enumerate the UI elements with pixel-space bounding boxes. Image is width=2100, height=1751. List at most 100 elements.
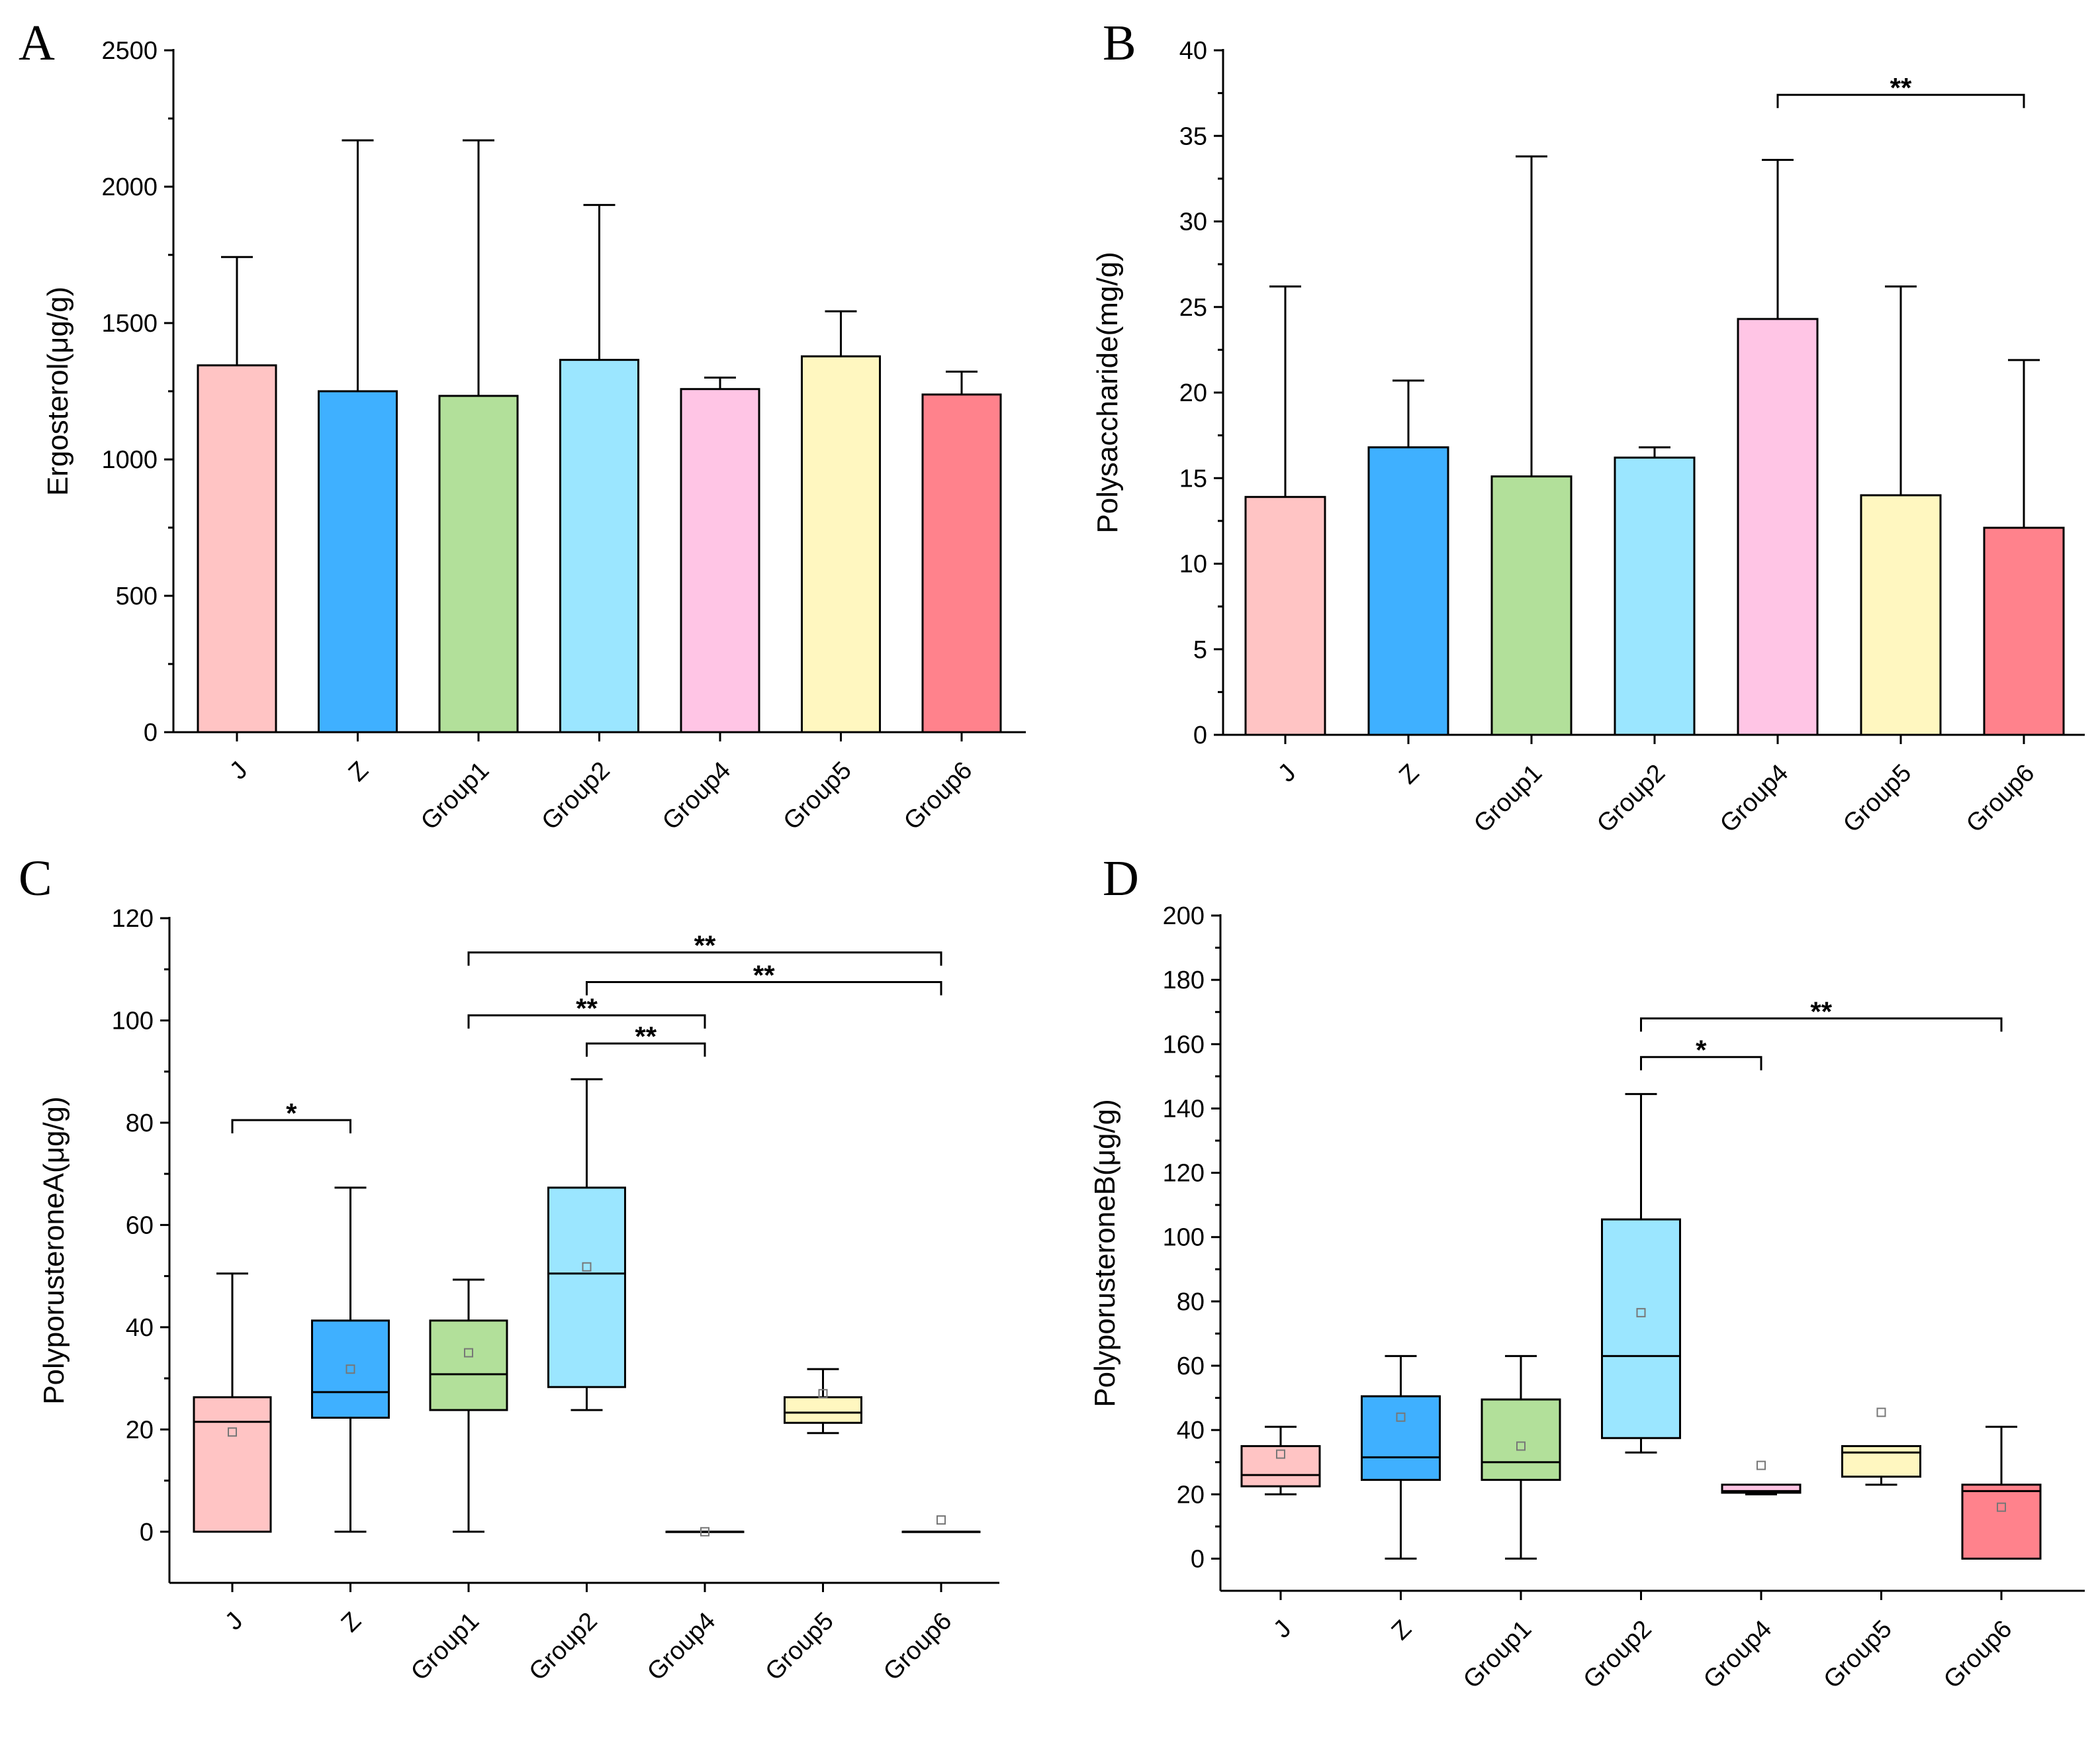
mean-marker	[1997, 1502, 2006, 1512]
x-tick-label: Group5	[1819, 1615, 1897, 1694]
y-tick-label: 2000	[101, 173, 158, 201]
x-tick-label: Group1	[1458, 1615, 1537, 1694]
box	[1481, 1398, 1561, 1481]
bar	[680, 388, 760, 734]
bar	[1983, 526, 2065, 736]
y-tick-label: 500	[116, 583, 158, 610]
bar	[438, 395, 519, 734]
significance-bracket	[467, 951, 942, 966]
box	[1240, 1444, 1321, 1488]
y-tick-label: 40	[1177, 1417, 1205, 1444]
y-tick-label: 120	[112, 905, 154, 933]
significance-bracket	[586, 1042, 706, 1057]
y-tick-label: 5	[1193, 636, 1207, 664]
significance-label: **	[635, 1021, 657, 1052]
panel-letter: B	[1103, 15, 1136, 71]
x-tick-label: Group4	[657, 757, 736, 835]
x-tick-label: Group5	[760, 1607, 839, 1686]
x-tick-label: Group2	[1592, 759, 1670, 838]
panel-d: D 0 20 40 60 80 100 120 140 160 180 200 Polyporuster…	[1089, 851, 2085, 1694]
mean-marker	[818, 1389, 828, 1399]
x-tick-label: Z	[343, 757, 374, 787]
x-tick-label: Group6	[1961, 759, 2040, 838]
y-tick-label: 80	[126, 1110, 154, 1137]
mean-marker	[1757, 1460, 1766, 1470]
significance-label: **	[1810, 996, 1832, 1027]
y-tick-label: 20	[126, 1416, 154, 1444]
y-tick-label: 60	[1177, 1352, 1205, 1380]
significance-bracket	[467, 1014, 706, 1029]
panel-letter: C	[19, 851, 52, 906]
y-tick-label: 120	[1163, 1160, 1205, 1188]
y-tick-label: 0	[1193, 722, 1207, 749]
x-tick-label: Group5	[778, 757, 857, 835]
x-tick-label: Z	[1387, 1615, 1417, 1646]
y-tick-label: 1000	[101, 446, 158, 474]
y-tick-label: 160	[1163, 1031, 1205, 1059]
x-tick-label: Group4	[1698, 1615, 1777, 1694]
mean-marker	[464, 1348, 473, 1358]
y-tick-label: 20	[1177, 1481, 1205, 1509]
bar	[1860, 494, 1942, 736]
y-axis-title: PolyporusteroneA(μg/g)	[38, 1096, 70, 1405]
y-tick-label: 30	[1179, 209, 1207, 236]
x-tick-label: Group1	[416, 757, 494, 835]
x-tick-label: J	[224, 757, 253, 785]
significance-label: *	[286, 1098, 297, 1129]
bar	[801, 355, 881, 734]
significance-label: **	[694, 930, 716, 961]
x-tick-label: Z	[1394, 759, 1424, 790]
box	[311, 1319, 390, 1419]
x-tick-label: Z	[336, 1607, 367, 1638]
y-tick-label: 25	[1179, 294, 1207, 322]
y-axis-title: Polysaccharide(mg/g)	[1091, 252, 1124, 534]
significance-bracket	[1776, 93, 2025, 109]
x-tick-label: J	[220, 1607, 248, 1636]
bar	[1490, 475, 1573, 736]
x-tick-label: Group4	[1715, 759, 1794, 838]
bar	[1737, 318, 1819, 736]
y-tick-label: 100	[1163, 1224, 1205, 1252]
y-tick-label: 200	[1163, 902, 1205, 930]
y-tick-label: 100	[112, 1007, 154, 1035]
y-tick-label: 60	[126, 1211, 154, 1239]
x-tick-label: Group5	[1838, 759, 1917, 838]
y-tick-label: 0	[1191, 1545, 1205, 1573]
box	[1961, 1484, 2042, 1560]
significance-label: **	[576, 993, 598, 1024]
y-tick-label: 80	[1177, 1288, 1205, 1316]
x-tick-label: Group6	[1939, 1615, 2017, 1694]
panel-letter: D	[1103, 851, 1139, 906]
box	[547, 1186, 626, 1388]
mean-marker	[345, 1364, 355, 1374]
significance-label: *	[1696, 1035, 1707, 1066]
panel-b: B 0 5 10 15 20 25 30 35 40 Polysaccharide(mg/g) J Z G…	[1091, 15, 2085, 838]
significance-label: **	[753, 960, 775, 991]
bar	[318, 390, 398, 734]
y-tick-label: 1500	[101, 310, 158, 338]
y-tick-label: 40	[1179, 37, 1207, 65]
y-tick-label: 15	[1179, 465, 1207, 493]
bar	[1244, 496, 1326, 736]
mean-marker	[582, 1262, 592, 1272]
x-tick-label: Group6	[899, 757, 978, 835]
box	[1361, 1395, 1441, 1481]
mean-marker	[700, 1527, 709, 1537]
panel-c: C 0 20 40 60 80 100 120 PolyporusteroneA(μg/g) J Z…	[19, 851, 999, 1686]
significance-bracket	[1640, 1056, 1762, 1070]
bar	[1367, 446, 1449, 736]
bar	[559, 359, 639, 734]
x-tick-label: Group6	[878, 1607, 957, 1686]
y-tick-label: 0	[140, 1519, 154, 1546]
mean-marker	[936, 1515, 946, 1525]
mean-marker	[1396, 1412, 1406, 1422]
mean-marker	[1276, 1449, 1285, 1459]
y-tick-label: 0	[144, 719, 158, 747]
box	[429, 1319, 508, 1411]
bar	[921, 393, 1002, 734]
x-tick-label: J	[1273, 759, 1301, 788]
significance-bracket	[1640, 1017, 2003, 1032]
y-axis-title: Ergosterol(μg/g)	[42, 287, 74, 496]
mean-marker	[1636, 1307, 1646, 1317]
mean-marker	[228, 1427, 237, 1437]
